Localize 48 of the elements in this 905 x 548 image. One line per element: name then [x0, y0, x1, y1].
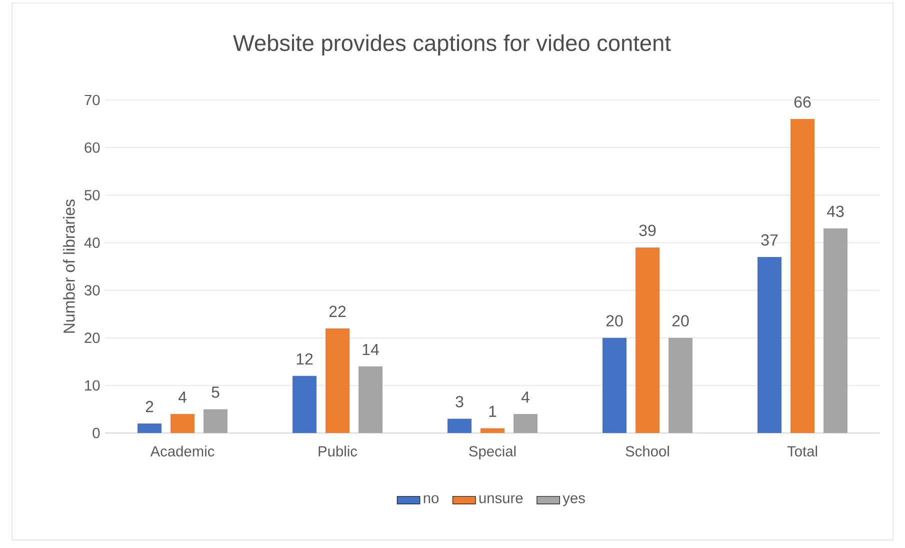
bar	[668, 338, 692, 433]
data-label: 1	[489, 406, 496, 417]
bar	[204, 409, 228, 433]
legend-label: no	[424, 495, 439, 504]
data-label: 14	[362, 344, 379, 356]
data-label: 43	[826, 206, 844, 218]
data-label: 3	[456, 396, 464, 408]
y-tick-label: 20	[84, 332, 100, 344]
bar	[514, 414, 538, 433]
x-tick-label: Total	[787, 446, 818, 456]
x-tick-label: School	[626, 446, 669, 456]
bar	[448, 418, 472, 433]
data-label: 4	[178, 392, 186, 403]
y-tick-label: 10	[85, 380, 100, 391]
data-label: 20	[606, 315, 623, 326]
data-label: 37	[761, 234, 778, 246]
bar	[480, 428, 504, 433]
y-tick-label: 30	[84, 285, 100, 296]
bar	[790, 119, 814, 433]
data-label: 12	[296, 353, 313, 365]
x-tick-label: Academic	[150, 446, 214, 456]
data-label: 20	[672, 315, 689, 326]
y-tick-label: 50	[84, 190, 100, 200]
y-tick-label: 40	[84, 238, 100, 248]
data-label: 22	[329, 306, 346, 317]
bar	[602, 338, 626, 433]
data-label: 4	[521, 392, 530, 403]
y-tick-label: 70	[84, 94, 100, 106]
bar	[138, 423, 162, 433]
bar	[170, 414, 195, 433]
legend-label: unsure	[479, 495, 523, 504]
y-axis-title: Number of libraries	[63, 200, 75, 333]
legend-label: yes	[562, 495, 585, 506]
bar	[824, 228, 848, 433]
data-label: 39	[639, 224, 656, 236]
x-tick-label: Public	[318, 446, 358, 456]
y-tick-label: 0	[92, 428, 100, 438]
data-label: 5	[212, 386, 220, 398]
bar	[326, 328, 350, 433]
y-tick-label: 60	[84, 142, 100, 153]
data-label: 66	[794, 96, 811, 108]
data-label: 2	[146, 400, 154, 412]
bar	[636, 247, 660, 433]
bar	[292, 376, 317, 433]
x-tick-label: Special	[469, 446, 516, 460]
chart-title: Website provides captions for video content	[233, 34, 671, 56]
bar	[758, 256, 782, 433]
bar	[358, 366, 383, 433]
